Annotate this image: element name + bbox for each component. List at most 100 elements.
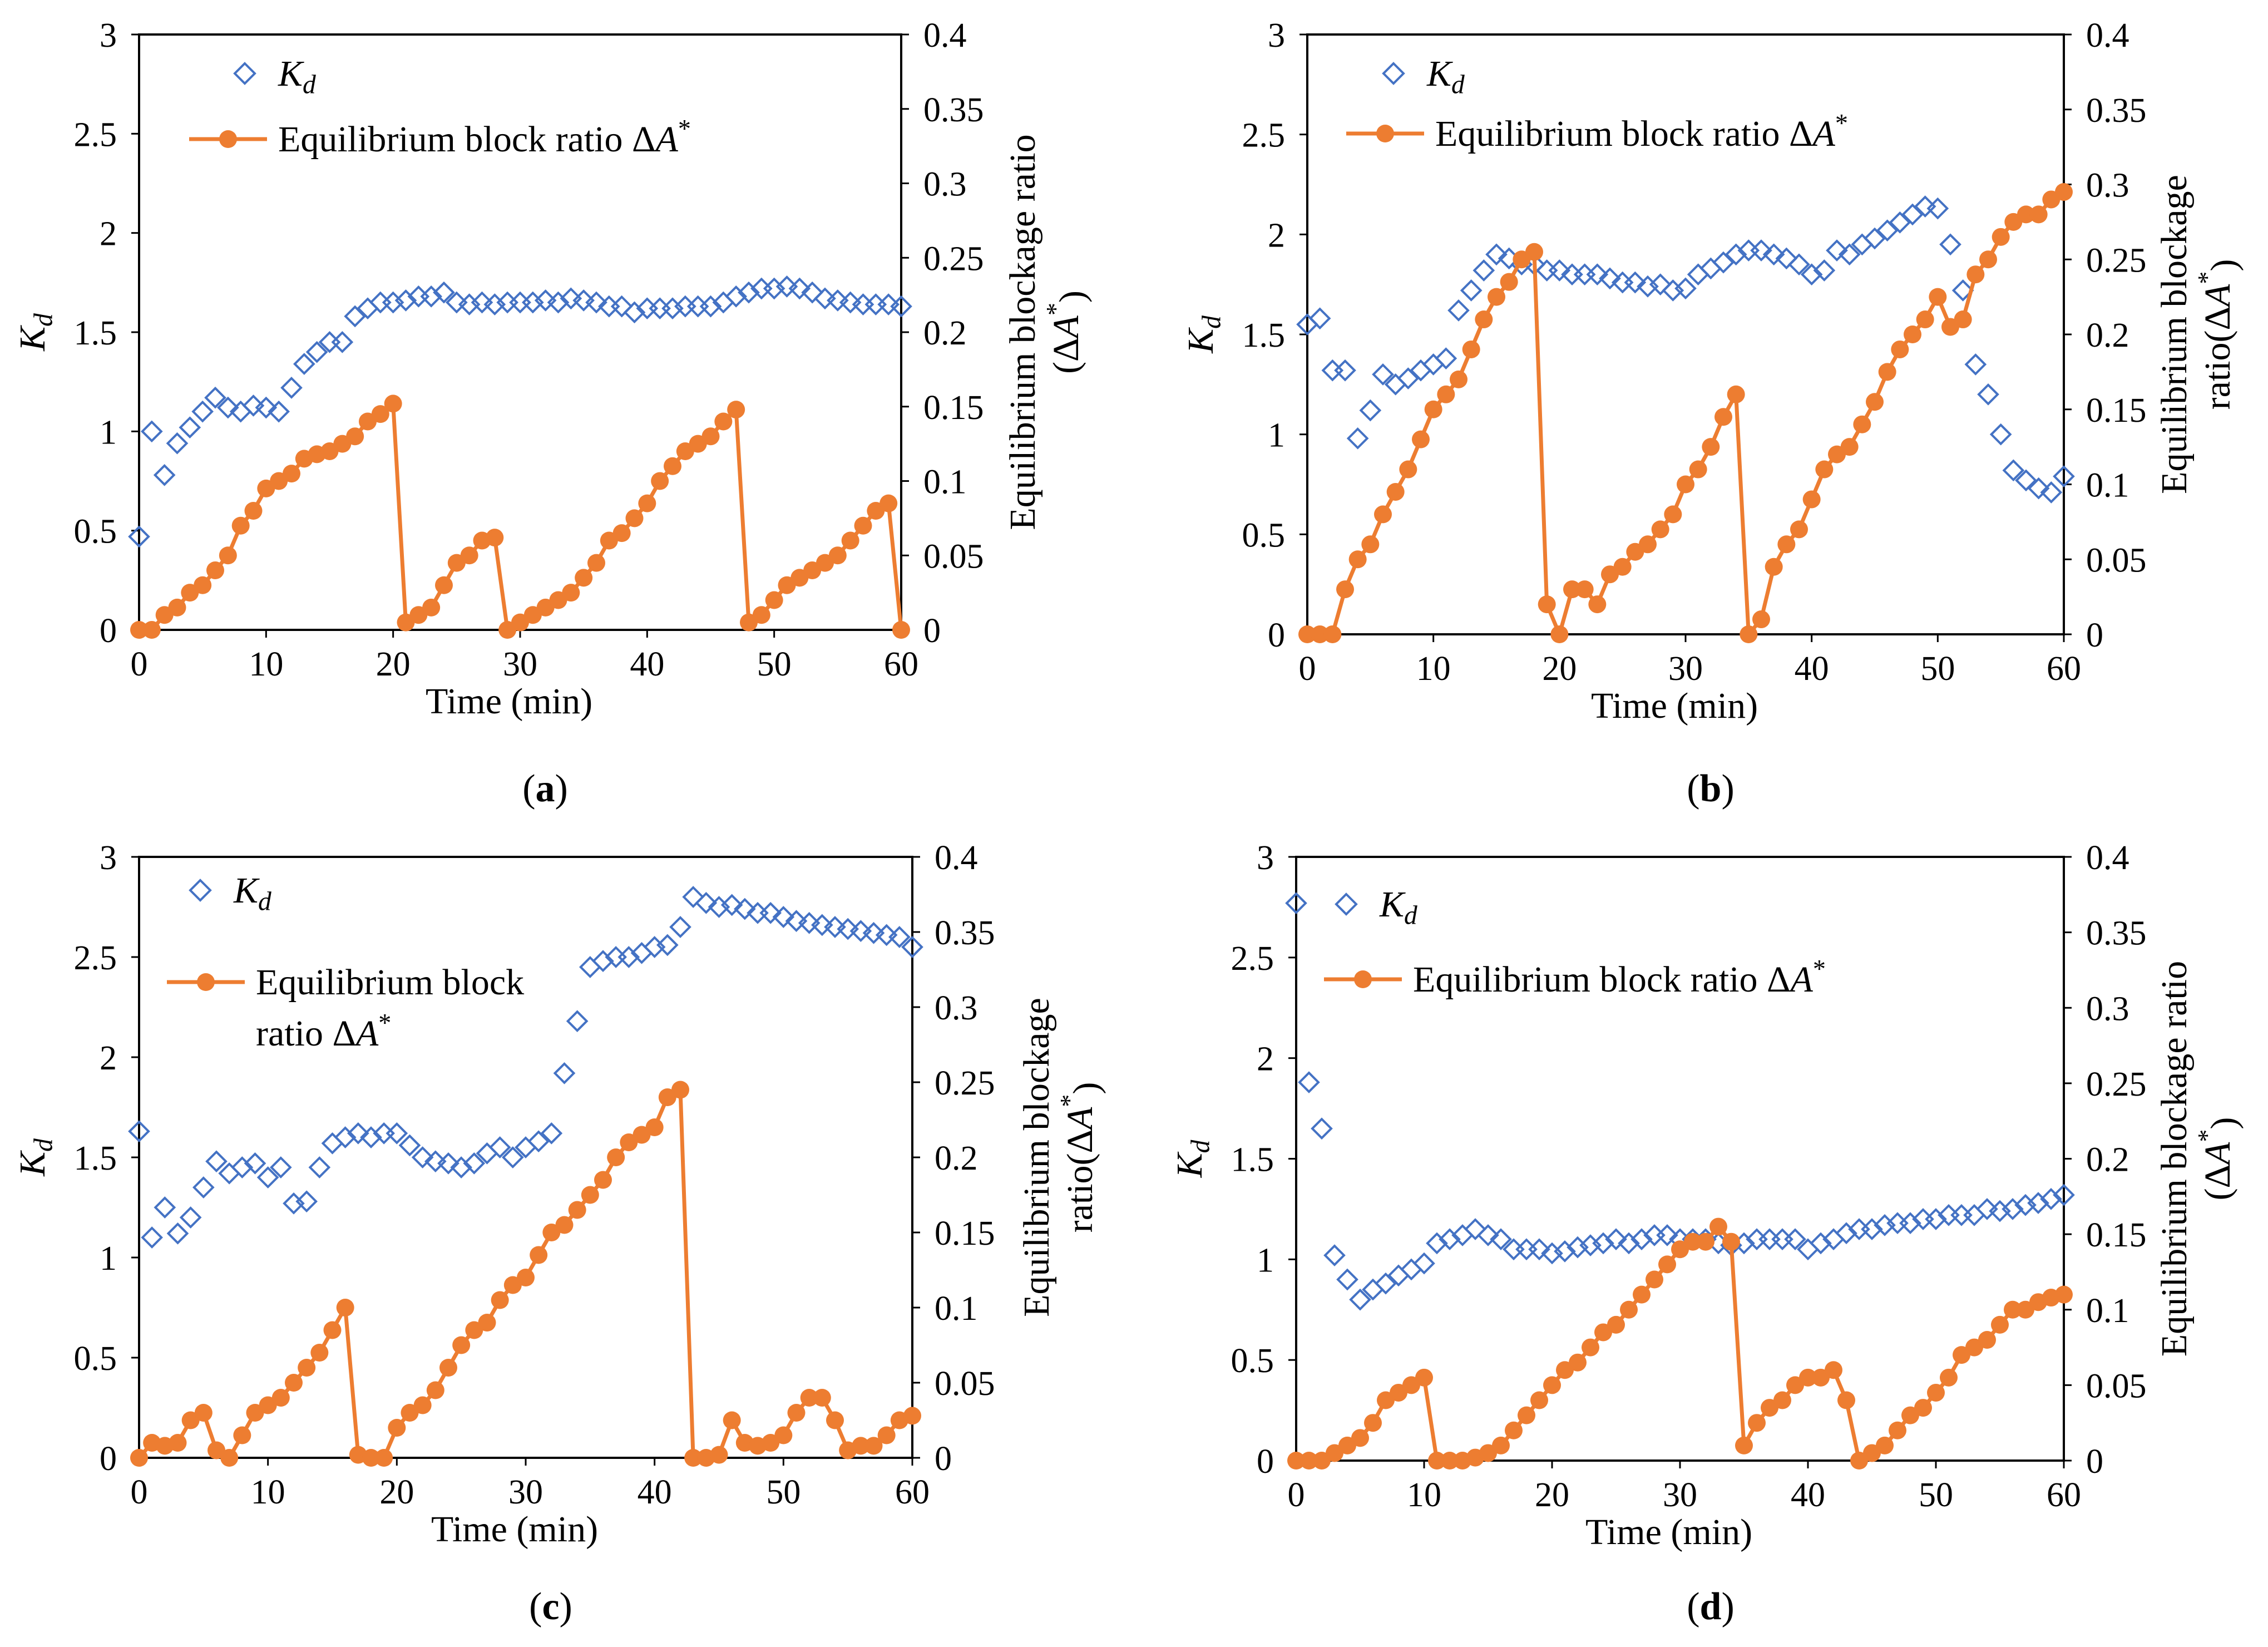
block-ratio-point [1646,1270,1663,1289]
kd-point [231,1156,254,1178]
x-tick-label: 10 [1407,1476,1441,1514]
block-ratio-point [426,1381,444,1399]
block-ratio-point [246,1404,264,1422]
block-ratio-point [259,1396,277,1414]
block-ratio-point [1709,1217,1727,1236]
block-ratio-point [1492,1436,1510,1454]
block-ratio-point [206,561,224,579]
kd-point [1336,1268,1358,1291]
block-ratio-point [1878,363,1896,381]
legend: Kd Equilibrium block ratio ΔA* [167,870,524,1054]
kd-point [788,277,811,300]
chart-panel-d: 0 10 20 30 40 50 6000.511.522.5300.050.10.150.… [1169,839,2244,1628]
block-ratio-point [1799,1368,1817,1387]
kd-point [1528,1238,1550,1261]
block-ratio-point [651,472,669,490]
block-ratio-point [762,1434,780,1452]
kd-point [191,400,214,423]
y-left-tick-label: 2 [100,1039,117,1077]
block-ratio-point [503,1276,522,1294]
x-tick-label: 40 [638,1473,672,1511]
kd-point [1624,271,1647,294]
block-ratio-point [486,529,504,547]
kd-point [2002,1198,2024,1220]
panel-caption: (a) [522,767,568,810]
block-ratio-point [1364,1414,1382,1432]
kd-point [483,293,506,315]
block-ratio-point [478,1314,496,1332]
x-tick-label: 40 [630,645,664,683]
block-ratio-point [1412,430,1430,448]
block-ratio-point [362,1449,380,1467]
block-ratio-point [892,621,910,639]
kd-point [585,291,607,314]
kd-point [166,1222,189,1245]
block-ratio-point [168,598,186,617]
block-ratio-point [1651,520,1669,539]
kd-point [321,1132,344,1155]
legend-kd-label: Kd [1379,884,1417,930]
x-tick-label: 0 [1288,1476,1305,1514]
kd-point [153,463,176,486]
legend: Kd Equilibrium block ratio ΔA* [1346,53,1848,154]
block-ratio-point [562,584,580,602]
block-ratio-point [1992,228,2010,246]
y-right-tick-label: 0.15 [2086,1216,2147,1254]
legend: Kd Equilibrium block ratio ΔA* [189,53,691,160]
kd-point [617,946,640,968]
kd-point [382,291,404,314]
block-ratio-point [1927,1383,1945,1402]
y-left-tick-label: 1.5 [1242,317,1286,354]
kd-point [1964,353,1987,376]
kd-point [1435,347,1457,369]
block-ratio-point [1462,340,1480,358]
y-right-tick-label: 0.1 [935,1290,978,1328]
block-ratio-point [612,524,631,543]
block-ratio-point [701,427,720,446]
y-left-axis-title: Kd [12,1138,58,1177]
kd-point [1541,1242,1563,1265]
y-left-tick-label: 1.5 [1231,1141,1274,1179]
block-ratio-point [1441,1452,1459,1470]
legend-block-marker [1354,970,1372,988]
block-ratio-point [285,1374,303,1392]
block-ratio-point [594,1171,612,1189]
kd-point [1464,1218,1486,1240]
kd-point [725,285,747,308]
block-ratio-point [1361,535,1380,554]
kd-point [386,1122,408,1145]
block-ratio-point [1563,580,1581,599]
block-ratio-point [142,621,161,639]
block-ratio-point [231,516,250,535]
block-ratio-point [1689,460,1707,479]
legend: Kd Equilibrium block ratio ΔA* [1324,884,1826,1000]
block-ratio-point [1607,1315,1625,1334]
kd-point [669,916,691,938]
y-right-tick-label: 0.2 [923,314,967,352]
y-right-axis-title-line: ratio(ΔA*) [2193,259,2244,410]
kd-point [1861,1218,1883,1240]
kd-point [398,1134,421,1157]
kd-point [540,1122,563,1145]
block-ratio-point [658,1088,676,1106]
kd-point [1586,263,1609,286]
y-left-tick-label: 1 [1268,417,1285,455]
x-tick-label: 50 [1920,650,1955,688]
block-ratio-point [1777,535,1796,554]
kd-point [2040,481,2063,504]
block-ratio-point [727,401,745,419]
y-left-tick-label: 0 [1268,617,1285,654]
kd-point [1554,1240,1576,1263]
block-ratio-point [1639,535,1657,554]
kd-point [1397,367,1420,389]
kd-point [217,396,239,419]
kd-point [901,936,923,958]
block-ratio-point [575,569,593,587]
block-ratio-point [1518,1406,1535,1424]
y-left-tick-label: 2 [100,215,117,253]
block-ratio-point [1684,1232,1702,1251]
x-tick-label: 10 [1416,650,1451,688]
block-ratio-point [638,494,656,512]
kd-point [1826,239,1848,262]
block-ratio-point [1891,340,1909,358]
